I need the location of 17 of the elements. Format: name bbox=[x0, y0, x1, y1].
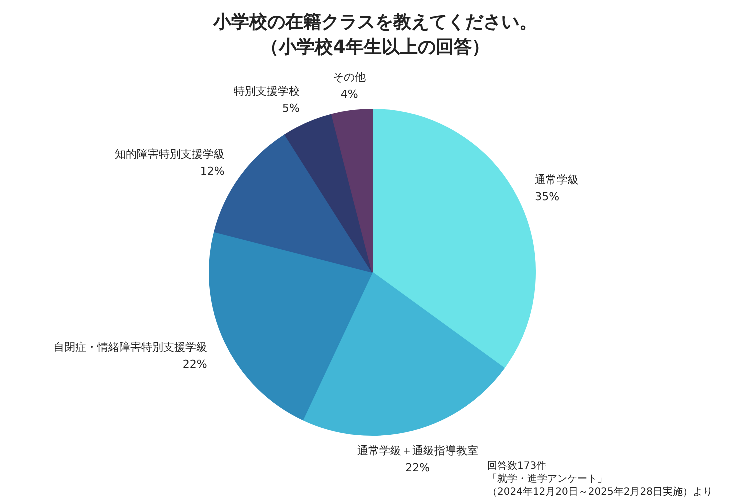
slice-label: 通常学級 bbox=[535, 173, 580, 186]
chart-subtitle: （小学校4年生以上の回答） bbox=[261, 37, 490, 58]
slice-label: 通常学級＋通級指導教室 bbox=[357, 444, 478, 458]
text: 回答数173件 bbox=[488, 460, 547, 472]
data-label: 4% bbox=[340, 88, 358, 101]
slice-label: 知的障害特別支援学級 bbox=[114, 148, 225, 161]
data-label: 35% bbox=[535, 190, 560, 204]
slice-label: 自閉症・情緒障害特別支援学級 bbox=[53, 341, 208, 354]
data-label: 12% bbox=[200, 164, 225, 178]
data-label: 22% bbox=[182, 358, 208, 372]
data-label: 22% bbox=[406, 462, 430, 475]
slice-label: 特別支援学校 bbox=[234, 85, 300, 98]
chart-title: 小学校の在籍クラスを教えてください。 bbox=[212, 12, 538, 33]
text: （2024年12月20日～2025年2月28日実施）より bbox=[488, 486, 713, 498]
text: 「就学・進学アンケート」 bbox=[488, 473, 608, 485]
data-label: 5% bbox=[282, 102, 300, 116]
slice-label: その他 bbox=[333, 70, 366, 84]
